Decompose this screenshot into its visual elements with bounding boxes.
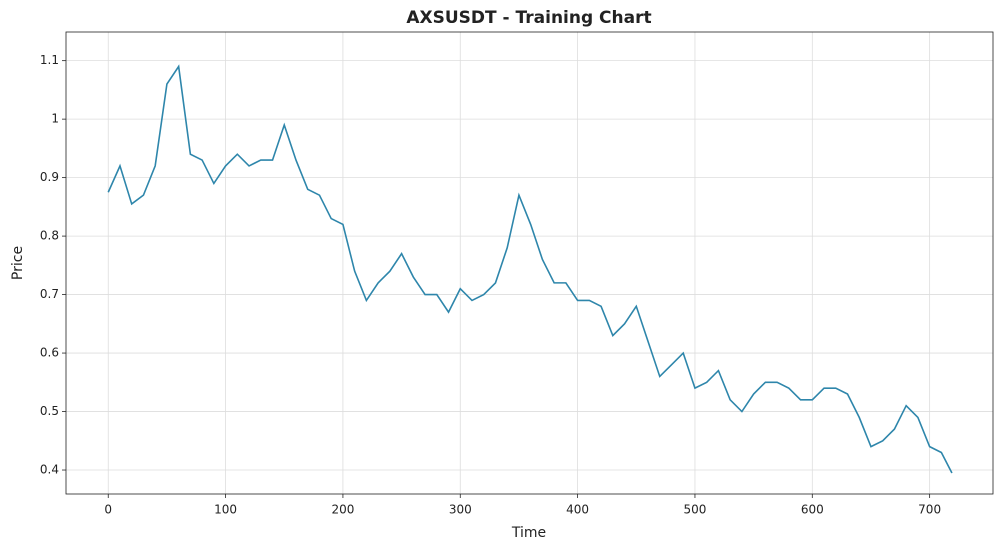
y-tick-label: 0.9 [40, 170, 59, 184]
x-tick-label: 100 [214, 503, 237, 517]
y-tick-label: 0.4 [40, 463, 59, 477]
y-tick-label: 0.7 [40, 287, 59, 301]
price-line [107, 64, 953, 474]
y-tick-label: 1.1 [40, 53, 59, 67]
y-tick-label: 0.5 [40, 404, 59, 418]
x-tick-label: 0 [104, 503, 112, 517]
y-tick-label: 1 [51, 112, 59, 126]
plot-frame [65, 31, 994, 495]
y-tick-label: 0.8 [40, 229, 59, 243]
x-tick-label: 200 [331, 503, 354, 517]
x-tick-label: 400 [566, 503, 589, 517]
x-tick-label: 300 [449, 503, 472, 517]
y-tick-label: 0.6 [40, 346, 59, 360]
y-axis-label: Price [10, 246, 26, 280]
x-tick-label: 500 [683, 503, 706, 517]
x-tick-label: 700 [918, 503, 941, 517]
x-tick-label: 600 [801, 503, 824, 517]
x-axis-label: Time [511, 525, 546, 541]
chart-title: AXSUSDT - Training Chart [406, 8, 651, 28]
